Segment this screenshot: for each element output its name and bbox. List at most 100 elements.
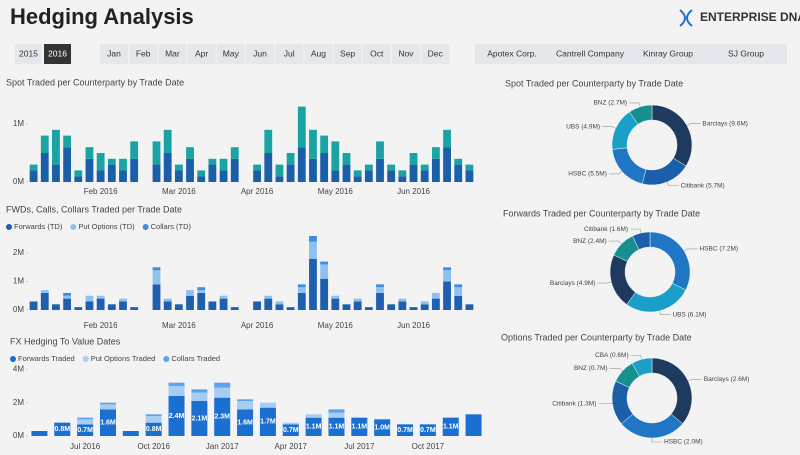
bar: [163, 129, 172, 153]
month-label[interactable]: Dec: [428, 48, 444, 58]
bar: [52, 304, 60, 310]
chart-title: Spot Traded per Counterparty by Trade Da…: [6, 77, 184, 87]
counterparty-label[interactable]: Kinray Group: [643, 48, 693, 58]
month-button[interactable]: [275, 44, 304, 64]
slice-label: Barclays (4.9M): [550, 280, 596, 287]
month-button[interactable]: [158, 44, 187, 64]
month-label[interactable]: Jan: [107, 48, 121, 58]
bar: [52, 129, 60, 165]
leader-line: [651, 438, 662, 443]
month-button[interactable]: [421, 44, 450, 64]
month-label[interactable]: Aug: [311, 48, 326, 58]
bar: [237, 409, 254, 436]
pie-slice: [629, 104, 653, 125]
bar: [40, 290, 49, 293]
month-label[interactable]: Nov: [398, 48, 414, 58]
bar: [376, 287, 384, 293]
bar: [208, 158, 217, 165]
legend-marker: [70, 224, 77, 230]
bar: [387, 304, 396, 310]
year-button[interactable]: [44, 44, 71, 64]
bar: [168, 386, 185, 396]
month-button[interactable]: [129, 44, 158, 64]
logo-text: ENTERPRISE DNA: [700, 10, 800, 24]
y-tick-label: 0M: [13, 305, 24, 314]
pie-slice: [631, 357, 653, 377]
x-tick-label: Oct 2017: [412, 442, 445, 451]
bar: [174, 304, 183, 310]
month-button[interactable]: [392, 44, 420, 64]
month-label[interactable]: Feb: [136, 48, 151, 58]
legend-label: Put Options (TD): [78, 222, 135, 231]
counterparty-label[interactable]: SJ Group: [728, 48, 764, 58]
month-label[interactable]: Oct: [370, 48, 384, 58]
bar: [119, 298, 127, 302]
bar: [237, 401, 254, 410]
bar: [29, 301, 38, 310]
bar: [219, 298, 228, 310]
bar: [197, 287, 206, 291]
bar: [145, 414, 162, 416]
bar: [342, 153, 351, 165]
value-label: 1.7M: [260, 419, 276, 426]
counterparty-label[interactable]: Cantrell Company: [556, 48, 625, 58]
bar: [214, 382, 231, 388]
x-tick-label: Apr 2017: [275, 442, 308, 451]
month-button[interactable]: [100, 44, 128, 64]
bar: [197, 176, 206, 182]
bar: [376, 292, 384, 310]
bar: [331, 141, 340, 171]
counterparty-label[interactable]: Apotex Corp.: [487, 48, 537, 58]
month-label[interactable]: Jun: [253, 48, 267, 58]
year-label[interactable]: 2015: [19, 48, 38, 58]
x-tick-label: Jul 2017: [344, 442, 375, 451]
bar: [163, 301, 172, 310]
month-label[interactable]: Apr: [195, 48, 208, 58]
month-button[interactable]: [216, 44, 245, 64]
month-label[interactable]: May: [223, 48, 240, 58]
month-button[interactable]: [246, 44, 274, 64]
x-tick-label: Oct 2016: [137, 442, 170, 451]
bar: [454, 287, 463, 296]
leader-line: [686, 123, 701, 126]
legend-marker: [10, 356, 16, 362]
bar: [431, 147, 440, 159]
slice-label: HSBC (7.2M): [699, 246, 738, 253]
bar: [219, 295, 228, 299]
bar: [186, 295, 194, 310]
dna-icon: [679, 9, 693, 27]
bar: [264, 129, 273, 153]
year-label[interactable]: 2016: [48, 48, 67, 58]
chart-title: FX Hedging To Value Dates: [10, 336, 121, 346]
bar: [443, 267, 451, 271]
bar: [286, 164, 295, 182]
month-button[interactable]: [333, 44, 362, 64]
bar: [77, 419, 94, 425]
bar: [409, 153, 418, 165]
month-label[interactable]: Jul: [284, 48, 295, 58]
bar: [275, 176, 284, 182]
month-button[interactable]: [362, 44, 391, 64]
legend-label: Forwards Traded: [18, 354, 75, 363]
slice-label: UBS (4.9M): [566, 123, 600, 130]
bar: [230, 307, 239, 310]
bar: [40, 292, 49, 310]
bar: [420, 170, 429, 182]
bar: [85, 301, 94, 310]
year-button[interactable]: [15, 44, 42, 64]
legend-marker: [163, 356, 170, 362]
bar: [282, 422, 299, 425]
slice-label: Citibank (1.3M): [552, 400, 596, 407]
month-button[interactable]: [304, 44, 333, 64]
bar: [297, 287, 306, 293]
bar: [168, 396, 185, 436]
x-tick-label: Mar 2016: [162, 187, 196, 196]
bar: [419, 424, 436, 436]
month-label[interactable]: Mar: [165, 48, 180, 58]
month-button[interactable]: [187, 44, 216, 64]
leader-line: [688, 379, 702, 382]
month-label[interactable]: Sep: [340, 48, 355, 58]
bar: [305, 417, 322, 436]
bar: [409, 307, 418, 310]
